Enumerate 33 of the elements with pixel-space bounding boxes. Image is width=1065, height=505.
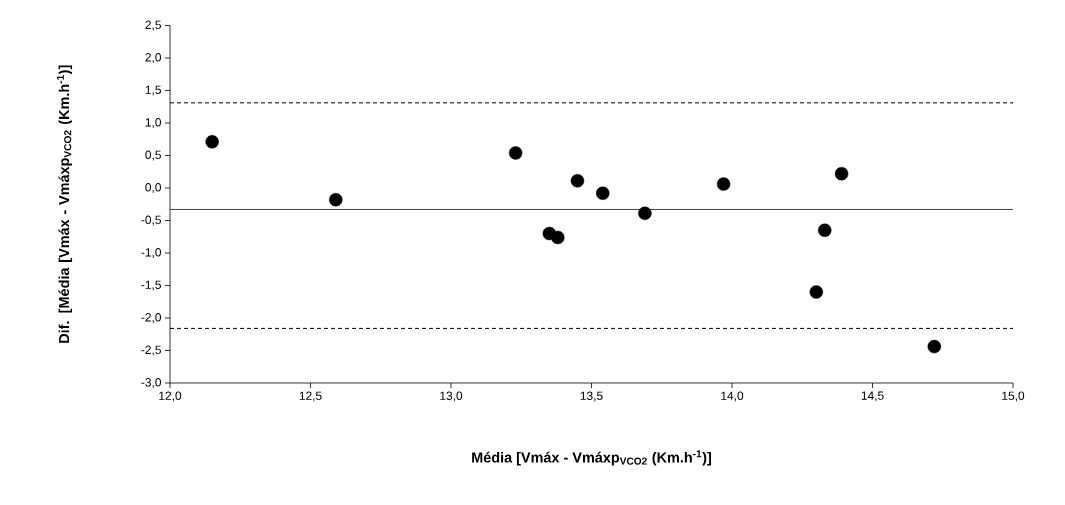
point <box>551 230 565 245</box>
y-tick-label: 2,5 <box>145 20 161 31</box>
point <box>508 146 523 160</box>
y-axis-title: Dif. [Média [Vmáx - Vmáxp$_{VCO2}$ (Km.h$^{-1}$)] <box>56 65 73 343</box>
point <box>818 223 832 237</box>
y-tick-label: 0,0 <box>145 183 162 193</box>
x-tick-label: 12,5 <box>299 391 322 402</box>
y-tick-label: -1,0 <box>141 248 162 258</box>
point <box>570 174 585 188</box>
y-tick-label: -1,5 <box>141 280 161 291</box>
y-tick-label: 2,0 <box>145 53 162 63</box>
x-tick-label: 13,5 <box>580 391 603 402</box>
y-tick-label: -2,0 <box>141 313 162 323</box>
x-tick-label: 12,0 <box>159 391 182 402</box>
x-tick-label: 15,0 <box>1002 391 1025 402</box>
y-tick-label: 1,5 <box>145 85 161 96</box>
x-tick-label: 13,0 <box>440 391 463 402</box>
point <box>596 186 610 200</box>
y-tick-label: 1,0 <box>145 118 162 128</box>
point <box>834 167 849 181</box>
y-tick-label: 0,5 <box>145 150 161 161</box>
point <box>927 339 942 354</box>
point <box>205 135 219 149</box>
y-tick-label: -3,0 <box>141 378 162 388</box>
point <box>329 193 343 207</box>
y-tick-label: -0,5 <box>141 215 161 226</box>
point <box>638 206 652 221</box>
x-axis-title: Média [Vmáx - Vmáxp$_{VCO2}$ (Km.h$^{-1}$)] <box>472 450 711 466</box>
x-tick-label: 14,0 <box>721 391 744 402</box>
point <box>809 285 823 299</box>
x-tick-label: 14,5 <box>861 391 884 402</box>
y-tick-label: -2,5 <box>141 345 161 356</box>
point <box>716 177 731 191</box>
